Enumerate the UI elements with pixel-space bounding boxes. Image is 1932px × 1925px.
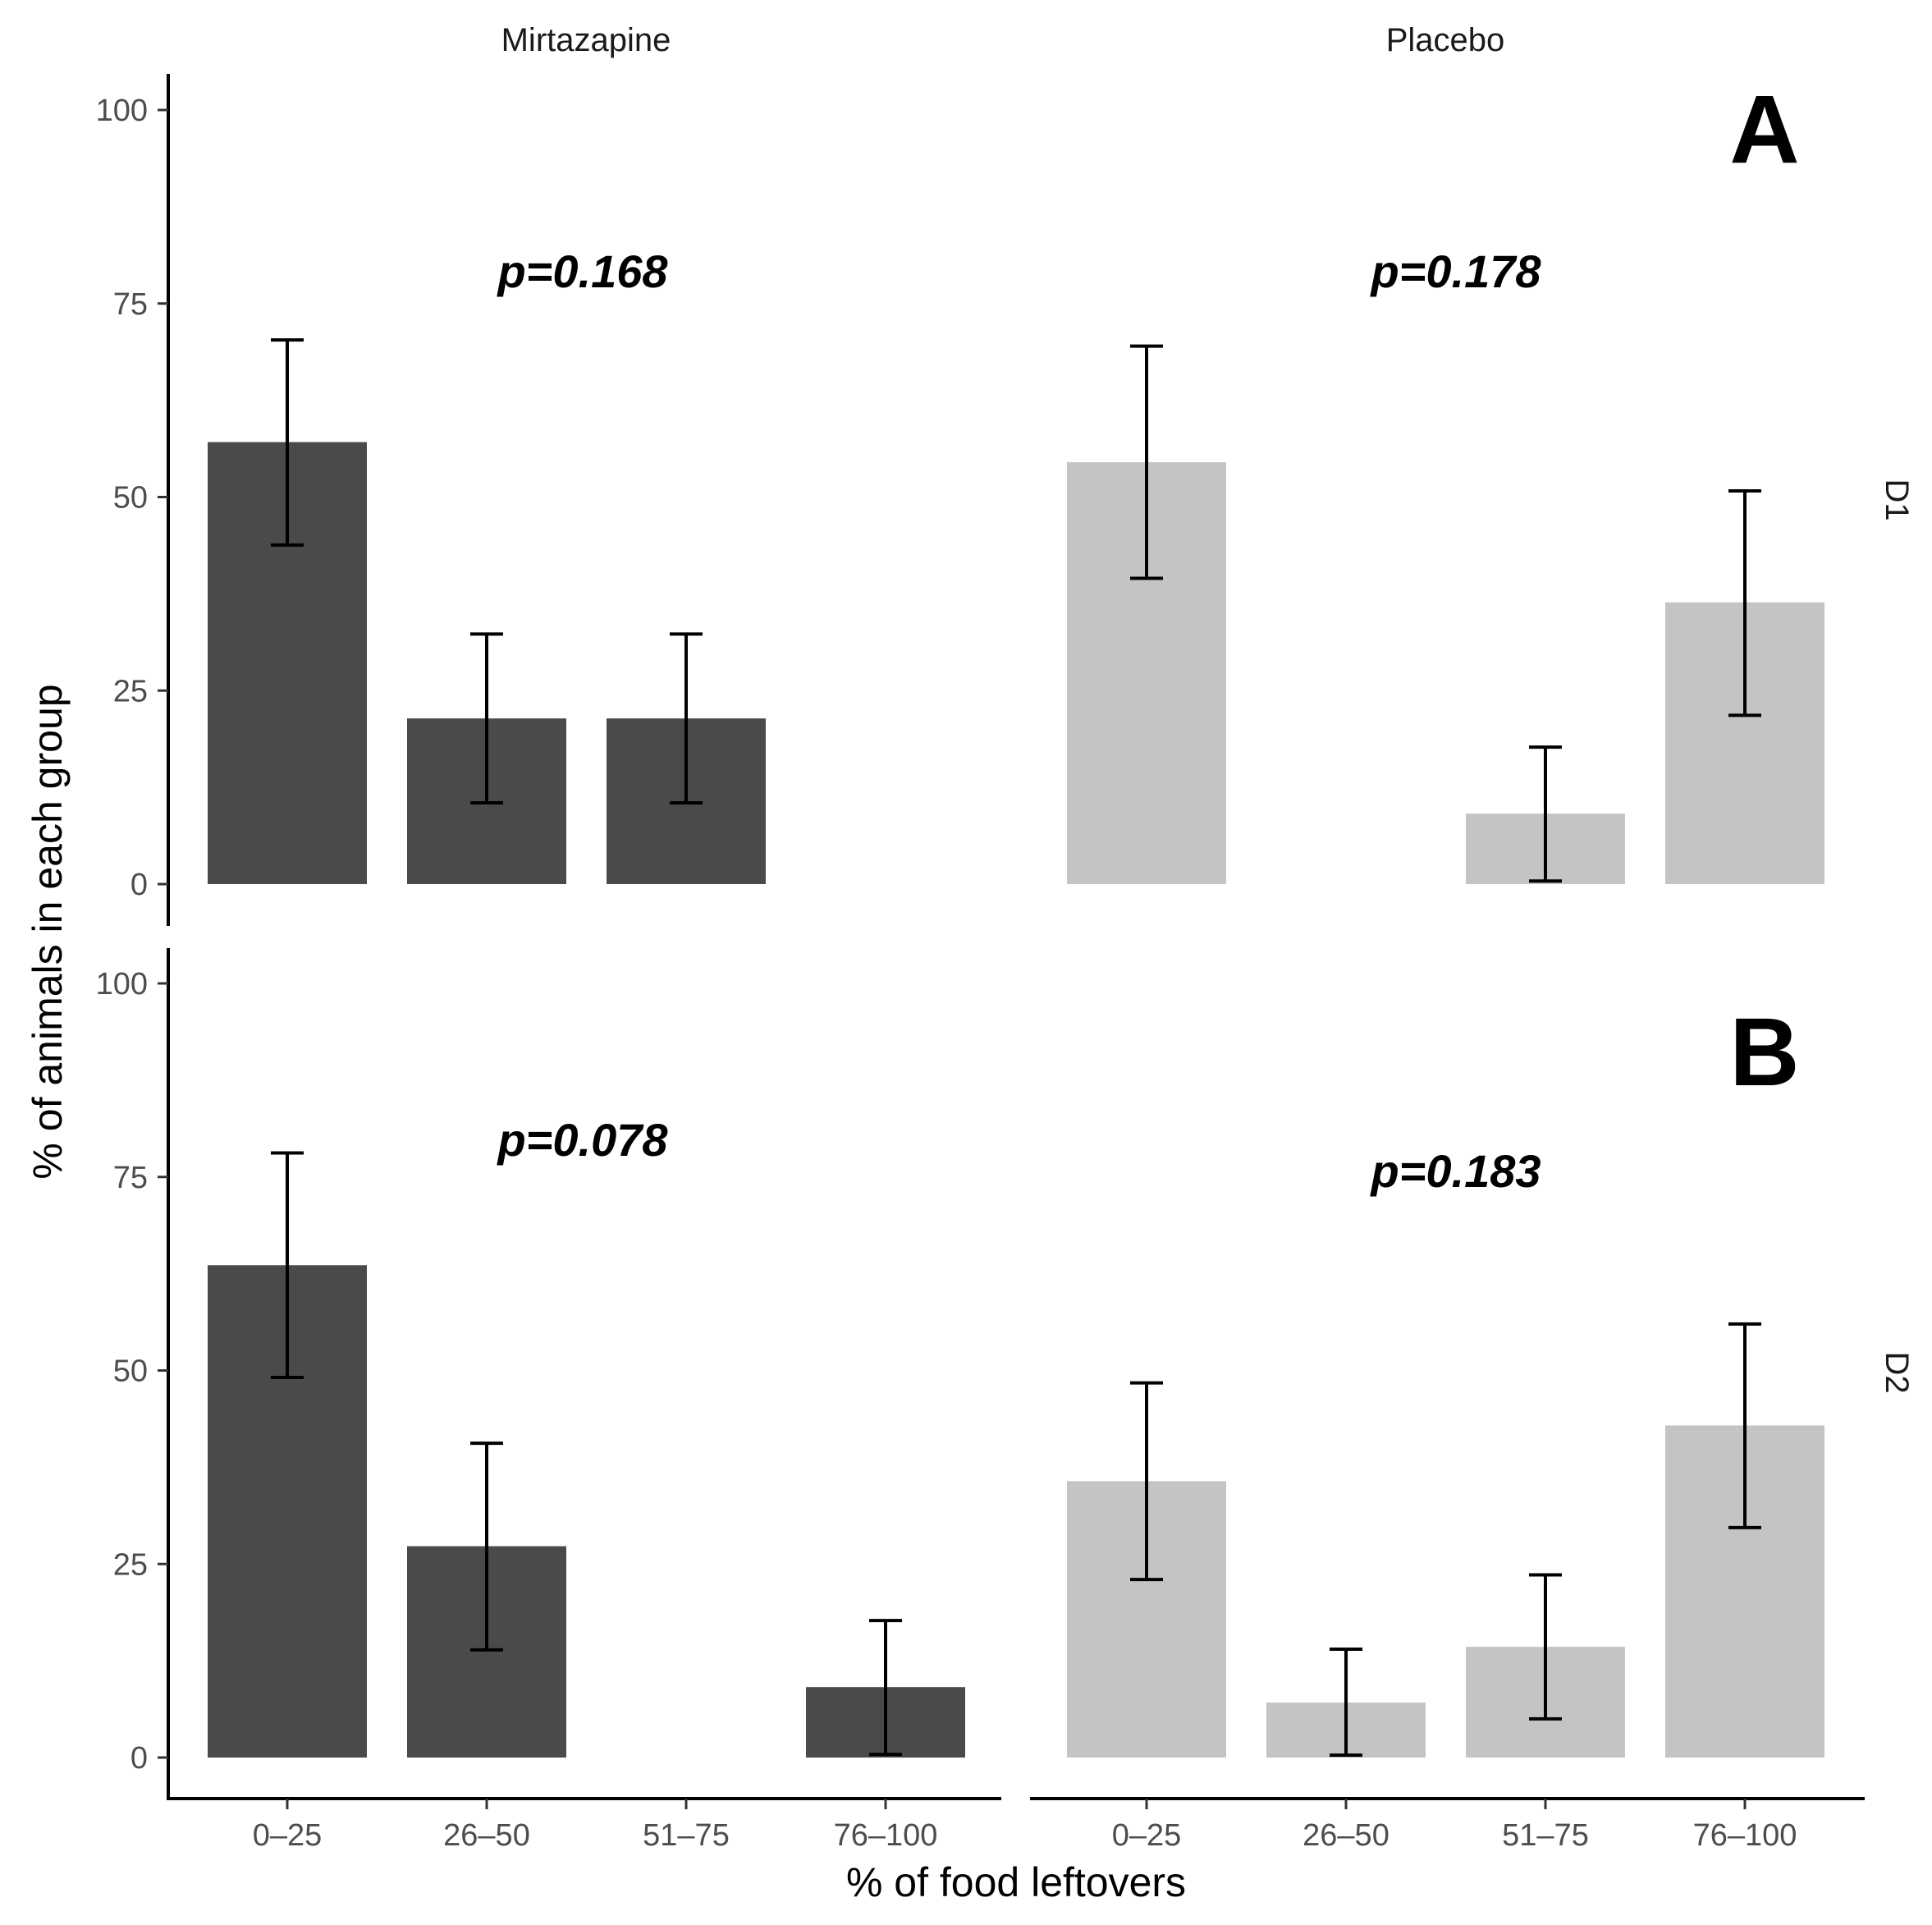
- p-value-mirtazapine-d1: p=0.168: [496, 245, 668, 297]
- y-tick-label-d1-100: 100: [96, 94, 148, 128]
- p-value-placebo-d2: p=0.183: [1369, 1145, 1541, 1197]
- x-axis-title: % of food leftovers: [846, 1859, 1186, 1905]
- y-tick-label-d1-50: 50: [113, 481, 148, 516]
- y-tick-label-d1-0: 0: [130, 868, 148, 902]
- facet-label-d2: D2: [1879, 1351, 1915, 1393]
- p-value-placebo-d1: p=0.178: [1369, 245, 1541, 297]
- panel-letter-a: A: [1729, 76, 1799, 184]
- x-tick-label-mirtazapine-51-75: 51–75: [643, 1818, 730, 1853]
- x-tick-label-mirtazapine-26-50: 26–50: [443, 1818, 530, 1853]
- panel-letter-b: B: [1729, 998, 1799, 1107]
- y-tick-label-d2-0: 0: [130, 1741, 148, 1776]
- facet-label-d1: D1: [1879, 479, 1915, 520]
- y-axis-title: % of animals in each group: [25, 684, 71, 1179]
- axis-ticks: 0 25 50 75 100 0 25 50 75 100 0–25 26–50 51–75 76–100…: [96, 94, 1797, 1853]
- facet-label-placebo: Placebo: [1386, 22, 1505, 58]
- y-tick-label-d2-100: 100: [96, 967, 148, 1001]
- x-tick-label-mirtazapine-76-100: 76–100: [834, 1818, 938, 1853]
- x-tick-label-mirtazapine-0-25: 0–25: [253, 1818, 323, 1853]
- y-tick-label-d2-25: 25: [113, 1547, 148, 1582]
- y-tick-label-d2-50: 50: [113, 1354, 148, 1389]
- y-tick-label-d2-75: 75: [113, 1161, 148, 1195]
- x-tick-label-placebo-76-100: 76–100: [1693, 1818, 1797, 1853]
- p-value-mirtazapine-d2: p=0.078: [496, 1114, 668, 1166]
- facet-label-mirtazapine: Mirtazapine: [501, 22, 671, 58]
- x-tick-label-placebo-0-25: 0–25: [1112, 1818, 1182, 1853]
- x-tick-label-placebo-51-75: 51–75: [1502, 1818, 1589, 1853]
- y-tick-label-d1-75: 75: [113, 287, 148, 322]
- y-tick-label-d1-25: 25: [113, 674, 148, 708]
- chart-marks: p=0.168 p=0.178 Ap=0.078 p=0.183 B: [208, 76, 1824, 1758]
- x-tick-label-placebo-26-50: 26–50: [1302, 1818, 1389, 1853]
